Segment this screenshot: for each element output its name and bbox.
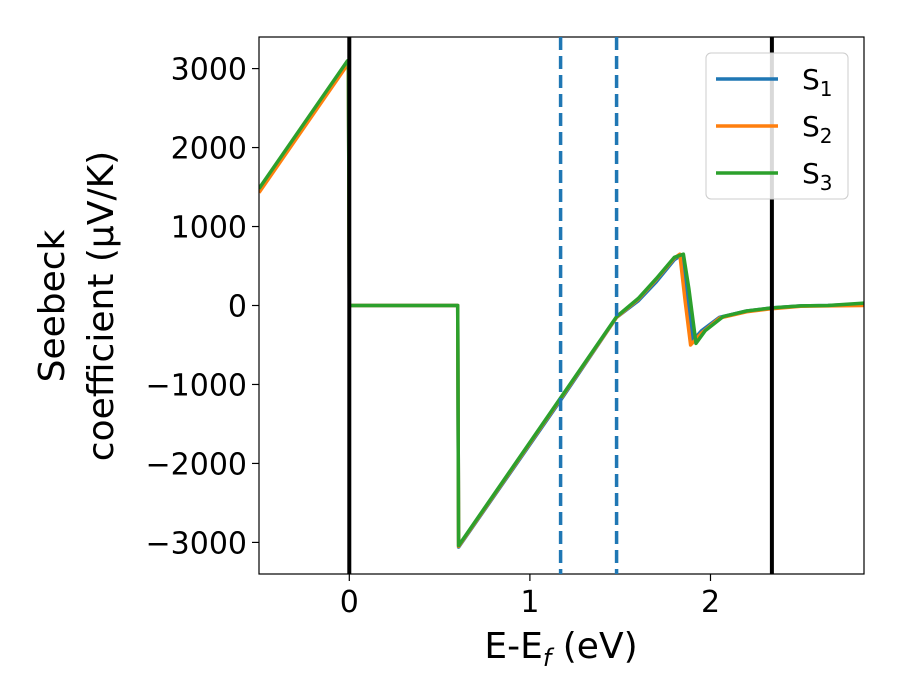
y-tick-label: −2000 (146, 447, 247, 482)
legend-label-1: S1 (802, 63, 833, 101)
y-tick-label: 0 (228, 290, 247, 325)
legend: S1 S2 S3 (705, 52, 849, 200)
y-tick-label: 2000 (171, 132, 247, 167)
x-axis-label-main: E-E (484, 626, 542, 667)
x-tick-label: 2 (701, 585, 720, 620)
y-axis-label-line1: Seebeck (32, 229, 73, 382)
y-tick-label: 1000 (171, 211, 247, 246)
x-tick-label: 0 (340, 585, 359, 620)
y-axis-label-line2: coefficient (μV/K) (81, 151, 122, 461)
x-axis-label-unit: (eV) (551, 626, 637, 667)
y-tick-label: −1000 (146, 368, 247, 403)
x-axis-label: E-Ef (eV) (484, 626, 637, 672)
legend-label-3: S3 (802, 157, 833, 195)
series-line-3 (259, 58, 864, 548)
legend-label-2: S2 (802, 110, 833, 148)
x-tick-label: 1 (520, 585, 539, 620)
y-tick-label: 3000 (171, 53, 247, 88)
y-tick-label: −3000 (146, 526, 247, 561)
